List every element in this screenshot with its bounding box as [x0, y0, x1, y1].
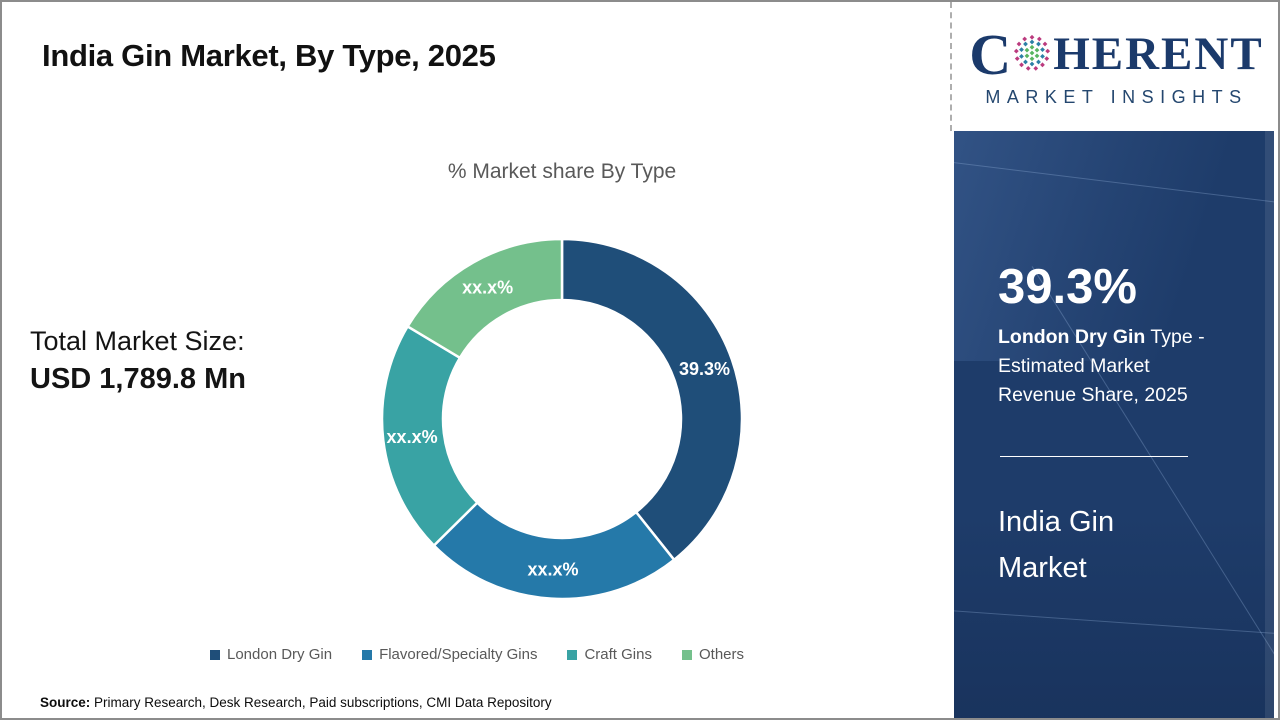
total-market-size-label: Total Market Size: [30, 326, 245, 356]
donut-svg: 39.3% xx.x% xx.x% xx.x% [380, 237, 744, 601]
sidebar-panel: 39.3% London Dry Gin Type - Estimated Ma… [954, 131, 1274, 718]
sidebar-divider [1000, 456, 1188, 457]
sidebar-stat-value: 39.3% [998, 260, 1137, 314]
chart-title: % Market share By Type [447, 160, 677, 183]
legend-swatch [681, 649, 692, 660]
total-market-size: Total Market Size: USD 1,789.8 Mn [30, 326, 246, 396]
source-label: Source: [40, 695, 91, 710]
source-text: Primary Research, Desk Research, Paid su… [90, 695, 552, 710]
donut-segment-label: 39.3% [679, 359, 730, 379]
legend-label: Others [698, 646, 744, 663]
donut-segment-label: xx.x% [462, 278, 513, 298]
company-logo: C HERENT MARKET INSIGHTS [954, 2, 1278, 131]
donut-chart: 39.3% xx.x% xx.x% xx.x% [372, 229, 752, 609]
legend-item: Others [681, 646, 744, 663]
legend-item: Craft Gins [567, 646, 652, 663]
logo-dotted-o-icon [1014, 34, 1051, 71]
chart-legend: London Dry Gin Flavored/Specialty Gins Cra… [2, 646, 952, 663]
legend-item: London Dry Gin [210, 646, 332, 663]
legend-label: Flavored/Specialty Gins [379, 646, 538, 663]
sidebar-stat-description: London Dry Gin Type - Estimated Market R… [998, 323, 1230, 410]
donut-segment [406, 237, 564, 360]
donut-segment [432, 501, 676, 601]
sidebar-stat-type-bold: London Dry Gin [998, 326, 1146, 348]
legend-label: London Dry Gin [227, 646, 333, 663]
source-line: Source: Primary Research, Desk Research,… [40, 695, 552, 710]
donut-segment-label: xx.x% [387, 427, 438, 447]
logo-wordmark: C HERENT [969, 21, 1264, 87]
logo-letter-c: C [969, 21, 1012, 87]
legend-item: Flavored/Specialty Gins [362, 646, 537, 663]
total-market-size-value: USD 1,789.8 Mn [30, 363, 246, 395]
legend-label: Craft Gins [584, 646, 652, 663]
logo-subtitle: MARKET INSIGHTS [985, 86, 1248, 107]
legend-swatch [567, 649, 578, 660]
dashed-separator [950, 2, 952, 131]
sidebar-stat-type-rest: Type - Estimated Market Revenue Share, 2… [998, 326, 1205, 406]
logo-letters-rest: HERENT [1053, 28, 1264, 80]
sidebar-market-name: India Gin Market [998, 506, 1115, 584]
donut-segment [560, 237, 744, 562]
legend-swatch [210, 649, 220, 660]
donut-segment-label: xx.x% [527, 560, 578, 580]
legend-swatch [362, 649, 373, 660]
panel-edge-strip [1265, 131, 1274, 718]
page-title: India Gin Market, By Type, 2025 [42, 38, 496, 73]
map-texture-wedge [954, 131, 1274, 361]
map-texture-shade [954, 460, 1274, 718]
